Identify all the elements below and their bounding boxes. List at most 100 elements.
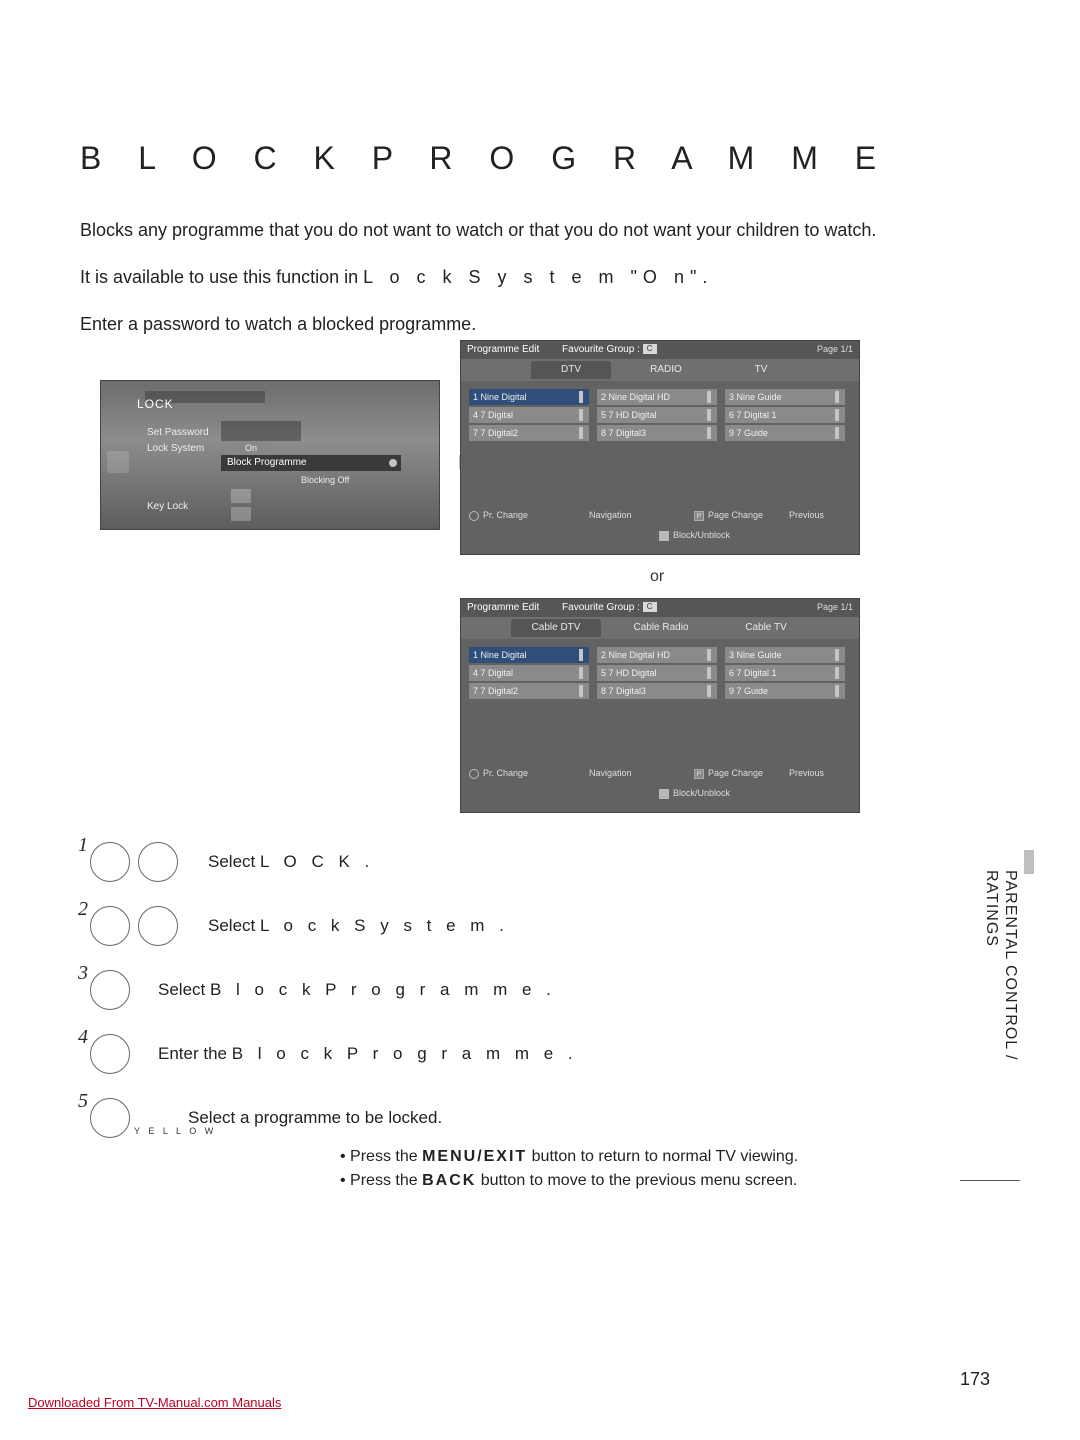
tab-radio[interactable]: RADIO bbox=[626, 361, 706, 379]
step-4: 4 Enter the B l o c k P r o g r a m m e … bbox=[78, 1032, 990, 1092]
channel-cell[interactable]: 4 7 Digital bbox=[469, 665, 589, 681]
remote-button-icon bbox=[138, 842, 178, 882]
tab-cable-dtv[interactable]: Cable DTV bbox=[511, 619, 601, 637]
lock-icon bbox=[835, 409, 839, 421]
lock-icon bbox=[707, 409, 711, 421]
page-indicator: Page 1/1 bbox=[817, 344, 853, 354]
channel-label: 6 7 Digital 1 bbox=[729, 410, 777, 420]
lock-icon bbox=[579, 409, 583, 421]
page-number: 173 bbox=[960, 1369, 990, 1390]
legend-navigation: Navigation bbox=[589, 510, 632, 520]
lock-system-value: On bbox=[231, 441, 271, 455]
channel-cell[interactable]: 3 Nine Guide bbox=[725, 389, 845, 405]
step-number: 4 bbox=[78, 1026, 88, 1049]
legend-block-unblock: Block/Unblock bbox=[659, 530, 730, 541]
remote-button-icon bbox=[90, 842, 130, 882]
or-separator: or bbox=[650, 568, 664, 586]
legend-label: Page Change bbox=[708, 768, 763, 778]
channel-label: 8 7 Digital3 bbox=[601, 428, 646, 438]
channel-label: 1 Nine Digital bbox=[473, 392, 527, 402]
step-2: 2 Select L o c k S y s t e m . bbox=[78, 904, 990, 964]
note-key: MENU/EXIT bbox=[422, 1148, 527, 1165]
page-title: B L O C K P R O G R A M M E bbox=[80, 140, 990, 177]
channel-cell[interactable]: 6 7 Digital 1 bbox=[725, 407, 845, 423]
channel-cell[interactable]: 5 7 HD Digital bbox=[597, 665, 717, 681]
decoration bbox=[231, 507, 251, 521]
legend-label: Pr. Change bbox=[483, 768, 528, 778]
channel-label: 3 Nine Guide bbox=[729, 650, 782, 660]
lock-item-lock-system[interactable]: Lock System bbox=[147, 443, 204, 454]
channel-label: 2 Nine Digital HD bbox=[601, 392, 670, 402]
channel-cell[interactable]: 7 7 Digital2 bbox=[469, 425, 589, 441]
panel-header-title: Programme Edit bbox=[467, 602, 539, 613]
decoration bbox=[221, 421, 301, 441]
lock-item-block-programme[interactable]: Block Programme bbox=[221, 455, 401, 471]
channel-cell[interactable]: 5 7 HD Digital bbox=[597, 407, 717, 423]
lock-item-key-lock[interactable]: Key Lock bbox=[147, 501, 188, 512]
channel-cell[interactable]: 9 7 Guide bbox=[725, 425, 845, 441]
side-label-line-2: RATINGS bbox=[982, 870, 1001, 1060]
step-5: 5 Y E L L O W Select a programme to be l… bbox=[78, 1096, 990, 1156]
step-text-mono: L o c k S y s t e m . bbox=[260, 916, 509, 935]
channel-cell[interactable]: 8 7 Digital3 bbox=[597, 683, 717, 699]
favourite-group-value: C bbox=[643, 344, 657, 354]
tab-dtv[interactable]: DTV bbox=[531, 361, 611, 379]
tab-tv[interactable]: TV bbox=[721, 361, 801, 379]
side-tab-icon bbox=[1024, 850, 1034, 874]
channel-cell[interactable]: 1 Nine Digital bbox=[469, 389, 589, 405]
channel-label: 7 7 Digital2 bbox=[473, 428, 518, 438]
lock-icon bbox=[707, 649, 711, 661]
tab-cable-tv[interactable]: Cable TV bbox=[721, 619, 811, 637]
lock-icon bbox=[579, 427, 583, 439]
legend-page-change: PPage Change bbox=[694, 510, 763, 521]
channel-cell[interactable]: 8 7 Digital3 bbox=[597, 425, 717, 441]
page-indicator: Page 1/1 bbox=[817, 602, 853, 612]
note-key: BACK bbox=[422, 1172, 476, 1189]
channel-label: 4 7 Digital bbox=[473, 668, 513, 678]
lock-icon bbox=[579, 685, 583, 697]
steps-list: 1 Select L O C K . 2 Select L o c k S y … bbox=[78, 840, 990, 1160]
remote-button-icon bbox=[90, 970, 130, 1010]
channel-cell[interactable]: 2 Nine Digital HD bbox=[597, 647, 717, 663]
legend-label: Pr. Change bbox=[483, 510, 528, 520]
favourite-group-value: C bbox=[643, 602, 657, 612]
note-text: Press the bbox=[350, 1148, 422, 1165]
tab-cable-radio[interactable]: Cable Radio bbox=[616, 619, 706, 637]
lock-menu-panel: LOCK Set Password Lock System On Block P… bbox=[100, 380, 440, 530]
panel-legend: Pr. Change Navigation PPage Change Previ… bbox=[469, 506, 851, 548]
legend-label: Page Change bbox=[708, 510, 763, 520]
step-text-mono: L O C K . bbox=[260, 852, 374, 871]
lock-icon bbox=[579, 667, 583, 679]
channel-label: 8 7 Digital3 bbox=[601, 686, 646, 696]
lock-menu-title: LOCK bbox=[137, 397, 174, 411]
legend-navigation: Navigation bbox=[589, 768, 632, 778]
lock-icon bbox=[835, 649, 839, 661]
channel-label: 9 7 Guide bbox=[729, 428, 768, 438]
step-1: 1 Select L O C K . bbox=[78, 840, 990, 900]
channel-cell[interactable]: 7 7 Digital2 bbox=[469, 683, 589, 699]
note-text: Press the bbox=[350, 1172, 422, 1189]
panel-header: Programme Edit Favourite Group : C Page … bbox=[461, 599, 859, 617]
download-source-link[interactable]: Downloaded From TV-Manual.com Manuals bbox=[28, 1395, 281, 1410]
channel-cell[interactable]: 3 Nine Guide bbox=[725, 647, 845, 663]
lock-item-set-password[interactable]: Set Password bbox=[147, 427, 209, 438]
tab-bar: DTV RADIO TV bbox=[461, 359, 859, 381]
intro-1: Blocks any programme that you do not wan… bbox=[80, 217, 990, 244]
intro-2-mono: L o c k S y s t e m "O n". bbox=[363, 267, 713, 287]
channel-label: 7 7 Digital2 bbox=[473, 686, 518, 696]
channel-cell[interactable]: 2 Nine Digital HD bbox=[597, 389, 717, 405]
step-number: 3 bbox=[78, 962, 88, 985]
legend-previous: Previous bbox=[789, 768, 824, 778]
channel-cell[interactable]: 9 7 Guide bbox=[725, 683, 845, 699]
intro-3: Enter a password to watch a blocked prog… bbox=[80, 311, 990, 338]
favourite-group-label: Favourite Group : bbox=[562, 602, 640, 613]
legend-pr-change: Pr. Change bbox=[469, 768, 528, 779]
channel-cell[interactable]: 6 7 Digital 1 bbox=[725, 665, 845, 681]
intro-2: It is available to use this function in … bbox=[80, 264, 990, 291]
lock-icon bbox=[835, 685, 839, 697]
step-number: 5 bbox=[78, 1090, 88, 1113]
channel-cell[interactable]: 4 7 Digital bbox=[469, 407, 589, 423]
channel-cell[interactable]: 1 Nine Digital bbox=[469, 647, 589, 663]
channel-label: 4 7 Digital bbox=[473, 410, 513, 420]
lock-icon bbox=[579, 649, 583, 661]
